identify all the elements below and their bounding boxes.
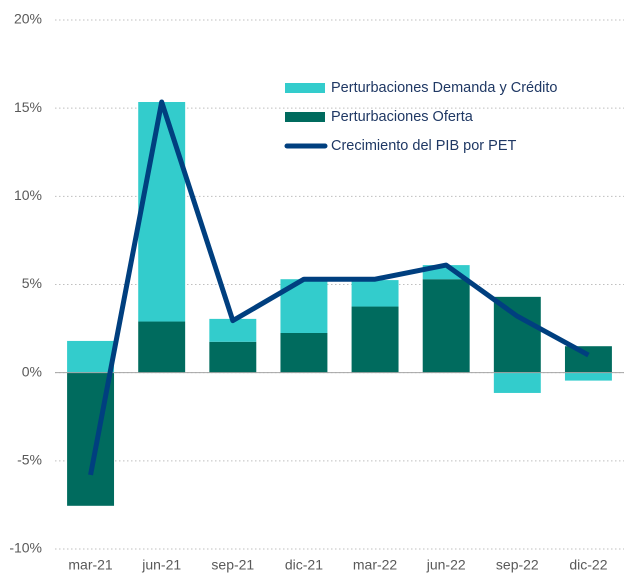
x-tick-label: mar-21 [68,557,113,573]
bar [493,296,541,373]
x-tick-label: dic-21 [285,557,323,573]
bar [564,346,612,373]
bar [67,340,115,373]
legend-label: Crecimiento del PIB por PET [331,138,516,154]
bar [422,279,470,373]
x-tick-label: dic-22 [569,557,607,573]
bar [564,372,612,381]
bar [209,341,257,373]
legend-label: Perturbaciones Demanda y Crédito [331,80,557,96]
y-tick-label: 10% [14,187,42,203]
legend-label: Perturbaciones Oferta [331,109,474,125]
x-tick-label: jun-22 [426,557,466,573]
legend-swatch [285,83,325,93]
x-tick-label: jun-21 [141,557,181,573]
y-tick-label: 15% [14,99,42,115]
bar [138,101,186,322]
y-tick-label: 5% [22,275,42,291]
x-tick-label: sep-21 [211,557,254,573]
bar [351,280,399,307]
x-tick-label: mar-22 [353,557,398,573]
bar [493,372,541,393]
bar [280,332,328,373]
y-tick-label: -5% [17,452,42,468]
y-tick-label: 0% [22,363,42,379]
bar [138,321,186,373]
x-tick-label: sep-22 [496,557,539,573]
y-tick-label: -10% [9,540,42,556]
bar [351,306,399,373]
bar [209,318,257,342]
y-tick-label: 20% [14,11,42,27]
legend-swatch [285,112,325,122]
line [88,99,590,476]
